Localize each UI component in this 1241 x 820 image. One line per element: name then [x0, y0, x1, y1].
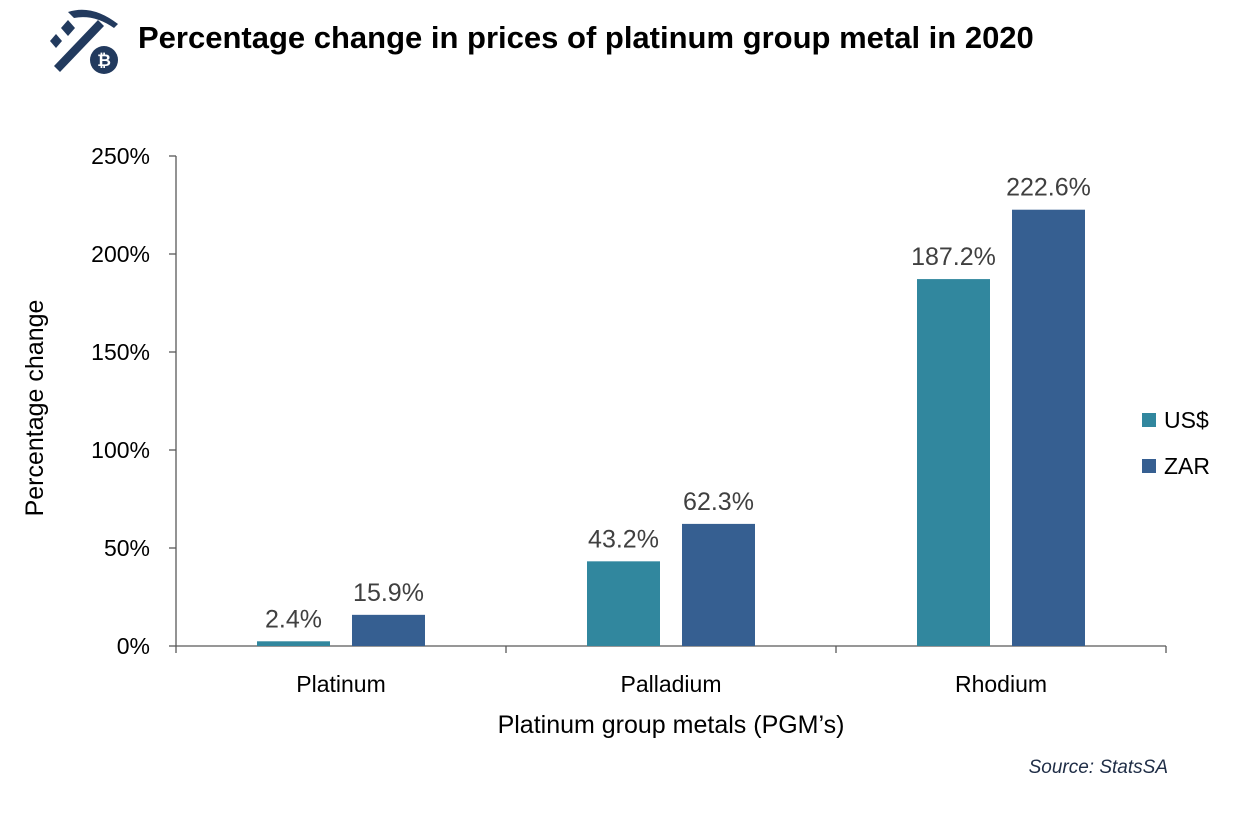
y-tick-label: 250% [91, 143, 150, 169]
data-label: 187.2% [911, 243, 996, 271]
bar-us-palladium [587, 561, 660, 646]
data-label: 222.6% [1006, 174, 1091, 202]
chart-axes: 0% 50% 100% 150% 200% 250% Platinum Palladium Rh… [91, 143, 1167, 697]
y-axis-label: Percentage change [21, 300, 49, 517]
x-tick-label: Palladium [621, 671, 722, 697]
data-label: 43.2% [588, 525, 659, 553]
y-tick-label: 150% [91, 339, 150, 365]
y-tick-label: 100% [91, 437, 150, 463]
svg-text:₿: ₿ [97, 51, 111, 71]
y-tick-label: 200% [91, 241, 150, 267]
x-axis-label: Platinum group metals (PGM’s) [498, 711, 845, 739]
chart-bars: 2.4% 15.9% 43.2% 62.3% 187.2% 222.6% [257, 174, 1091, 647]
y-tick-label: 50% [104, 535, 150, 561]
data-label: 15.9% [353, 579, 424, 607]
y-tick-label: 0% [117, 633, 150, 659]
legend-swatch [1142, 413, 1156, 427]
x-tick-label: Rhodium [955, 671, 1047, 697]
bar-us-platinum [257, 641, 330, 646]
chart-legend: US$ ZAR [1142, 407, 1210, 479]
data-label: 62.3% [683, 488, 754, 516]
bar-us-rhodium [917, 279, 990, 646]
legend-swatch [1142, 459, 1156, 473]
bar-zar-palladium [682, 523, 755, 646]
bar-zar-platinum [352, 614, 425, 646]
source-note: Source: StatsSA [1028, 757, 1168, 778]
legend-label: US$ [1164, 407, 1209, 433]
bar-zar-rhodium [1012, 209, 1085, 647]
x-tick-label: Platinum [296, 671, 385, 697]
legend-label: ZAR [1164, 453, 1210, 479]
pickaxe-bitcoin-logo-icon: ₿ [50, 9, 118, 74]
data-label: 2.4% [265, 605, 322, 633]
page-title: Percentage change in prices of platinum … [138, 20, 1034, 55]
header: ₿ Percentage change in prices of platinu… [0, 0, 1241, 80]
